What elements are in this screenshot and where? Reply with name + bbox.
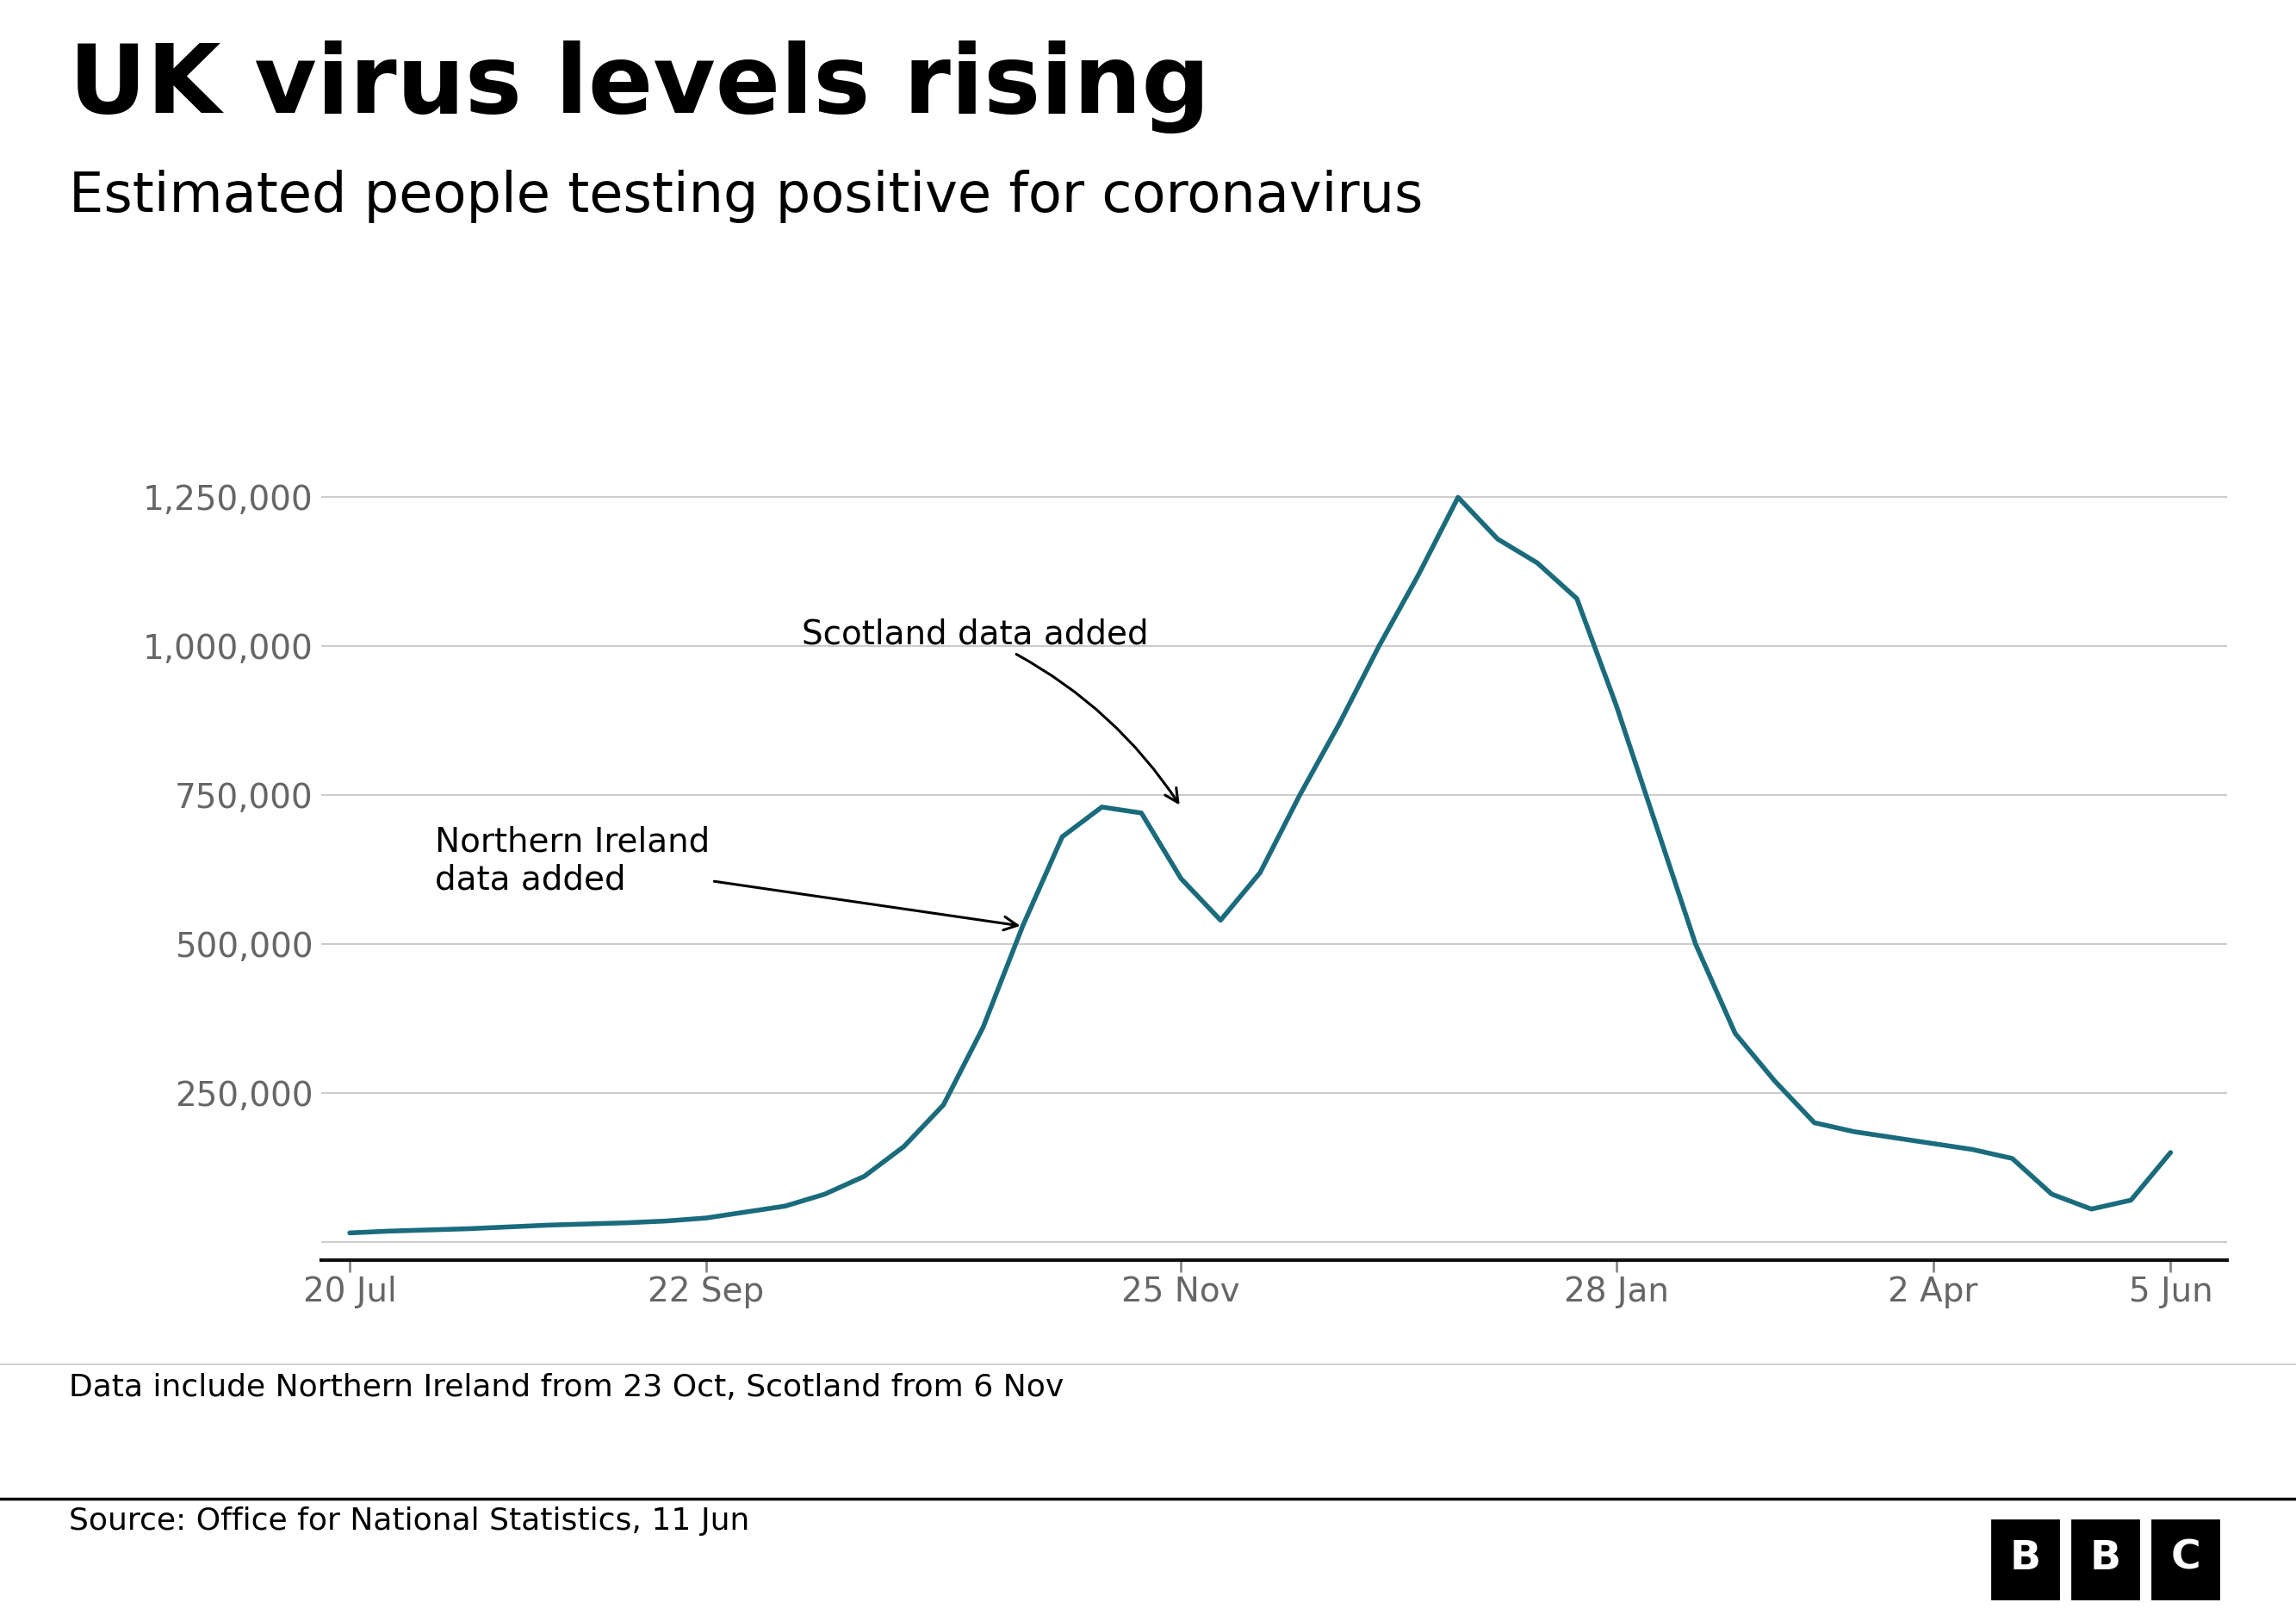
Text: Northern Ireland
data added: Northern Ireland data added	[434, 825, 1017, 930]
Text: Source: Office for National Statistics, 11 Jun: Source: Office for National Statistics, …	[69, 1507, 748, 1536]
Text: C: C	[2170, 1539, 2202, 1578]
Text: Scotland data added: Scotland data added	[801, 619, 1178, 803]
Bar	[2069, 1518, 2142, 1602]
Text: B: B	[2089, 1539, 2122, 1578]
Text: UK virus levels rising: UK virus levels rising	[69, 40, 1210, 134]
Bar	[1991, 1518, 2062, 1602]
Bar	[2149, 1518, 2223, 1602]
Text: B: B	[2009, 1539, 2041, 1578]
Text: Estimated people testing positive for coronavirus: Estimated people testing positive for co…	[69, 170, 1424, 223]
Text: Data include Northern Ireland from 23 Oct, Scotland from 6 Nov: Data include Northern Ireland from 23 Oc…	[69, 1373, 1063, 1402]
